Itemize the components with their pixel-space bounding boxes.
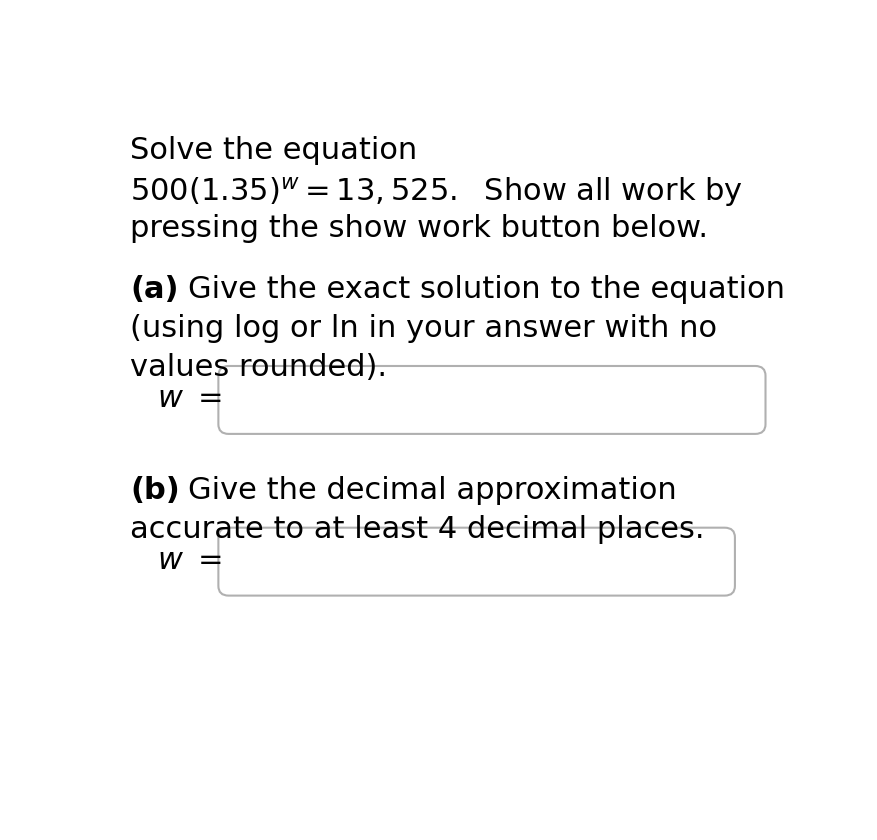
Text: $w\ =$: $w\ =$ xyxy=(157,384,223,412)
Text: Solve the equation: Solve the equation xyxy=(130,136,417,165)
FancyBboxPatch shape xyxy=(218,366,766,434)
Text: (using log or ln in your answer with no: (using log or ln in your answer with no xyxy=(130,314,717,344)
Text: (a): (a) xyxy=(130,276,179,304)
Text: (b): (b) xyxy=(130,476,180,505)
Text: Give the decimal approximation: Give the decimal approximation xyxy=(188,476,676,505)
Text: $w\ =$: $w\ =$ xyxy=(157,545,223,575)
Text: accurate to at least 4 decimal places.: accurate to at least 4 decimal places. xyxy=(130,515,704,543)
FancyBboxPatch shape xyxy=(218,528,735,596)
Text: Give the exact solution to the equation: Give the exact solution to the equation xyxy=(188,276,785,304)
Text: pressing the show work button below.: pressing the show work button below. xyxy=(130,214,708,243)
Text: $500(1.35)^{w} = 13, 525.$  Show all work by: $500(1.35)^{w} = 13, 525.$ Show all work… xyxy=(130,176,743,209)
Text: values rounded).: values rounded). xyxy=(130,353,387,382)
